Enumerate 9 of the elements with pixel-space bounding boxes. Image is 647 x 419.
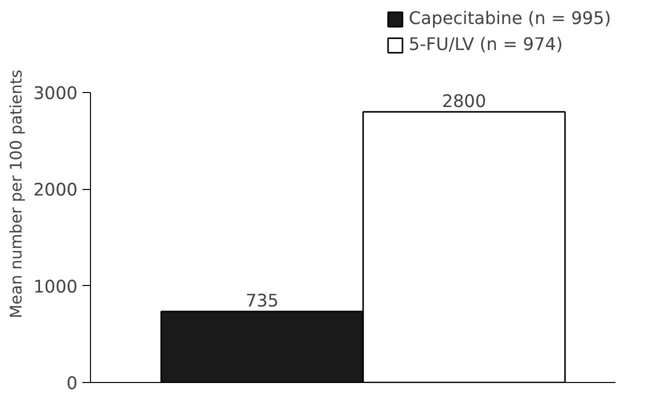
data-label: 735 xyxy=(246,291,279,312)
y-tick-label: 3000 xyxy=(33,84,78,104)
data-label: 2800 xyxy=(442,92,486,112)
y-tick-label: 0 xyxy=(66,374,78,394)
y-axis-title: Mean number per 100 patients xyxy=(6,70,26,318)
legend-label: 5-FU/LV (n = 974) xyxy=(408,35,563,55)
y-tick-label: 1000 xyxy=(33,277,78,298)
legend-label: Capecitabine (n = 995) xyxy=(408,9,611,29)
y-tick-label: 2000 xyxy=(33,180,78,201)
